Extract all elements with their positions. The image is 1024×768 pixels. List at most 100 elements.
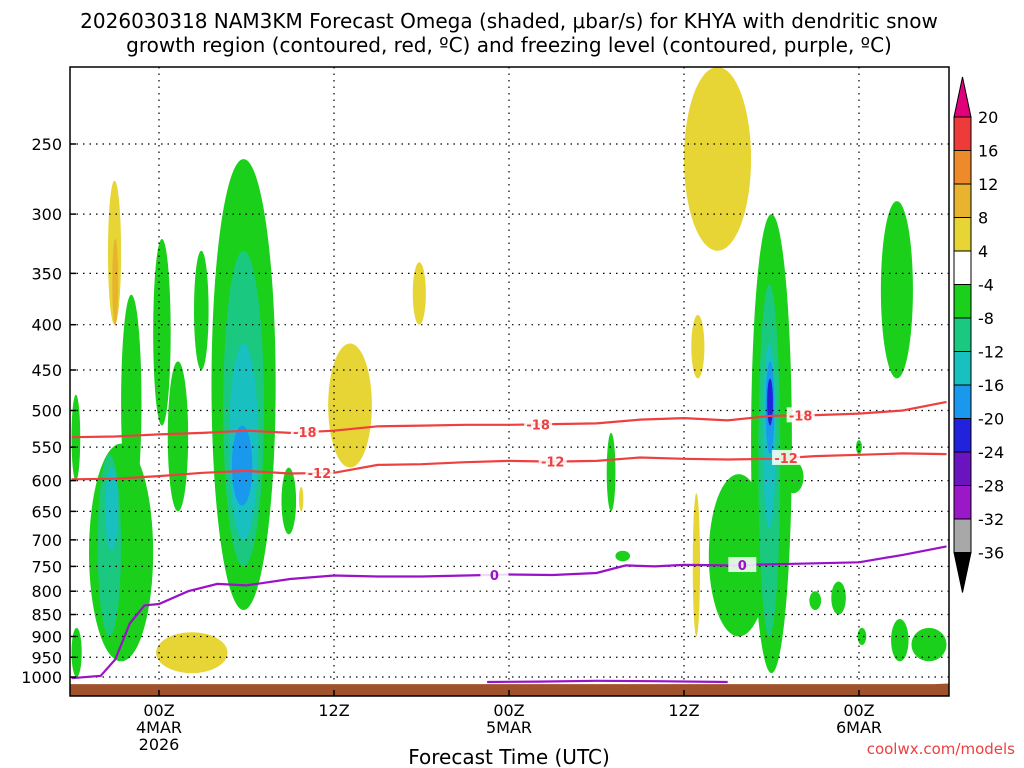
omega-colorbar: 20 16 12 8 4 -4 -8 -12 -16 -20 -24 -28 -32 -36 — [953, 76, 1004, 593]
y-tick-label: 400 — [31, 316, 62, 335]
contour-label: 0 — [738, 559, 747, 574]
x-tick-label: 00Z — [143, 701, 174, 720]
contour-label: 0 — [490, 569, 499, 584]
chart-title-line2: growth region (contoured, red, ºC) and f… — [126, 33, 892, 57]
colorbar-segment — [953, 418, 972, 453]
omega-region — [783, 460, 804, 494]
colorbar-segment — [953, 116, 972, 151]
y-tick-label: 450 — [31, 361, 62, 380]
colorbar-label: -24 — [978, 443, 1004, 462]
x-tick-label: 12Z — [318, 701, 349, 720]
colorbar-label: 4 — [978, 242, 988, 261]
y-tick-label: 900 — [31, 627, 62, 646]
omega-region — [606, 432, 616, 512]
colorbar-label: -12 — [978, 343, 1004, 362]
contour-label: -18 — [526, 418, 550, 433]
colorbar-segment — [953, 317, 972, 352]
y-tick-label: 750 — [31, 557, 62, 576]
colorbar-label: -4 — [978, 276, 994, 295]
omega-region — [328, 343, 372, 468]
colorbar-top-triangle — [953, 76, 972, 118]
x-tick-label: 6MAR — [836, 718, 882, 737]
colorbar-label: -20 — [978, 410, 1004, 429]
omega-region — [231, 425, 253, 506]
dgz-contour-line — [71, 452, 947, 481]
x-tick-label: 5MAR — [486, 718, 532, 737]
omega-region — [891, 619, 909, 662]
chart-title-line1: 2026030318 NAM3KM Forecast Omega (shaded… — [80, 9, 938, 33]
colorbar-segment — [953, 250, 972, 285]
omega-region — [298, 486, 304, 512]
contour-label-bg — [290, 424, 319, 440]
y-tick-label: 500 — [31, 402, 62, 421]
colorbar-label: -8 — [978, 309, 994, 328]
x-tick-label: 4MAR — [136, 718, 182, 737]
colorbar-segment — [953, 351, 972, 386]
contour-label: -12 — [774, 452, 798, 467]
omega-region — [193, 250, 209, 370]
colorbar-label: -36 — [978, 544, 1004, 563]
colorbar-segment — [953, 183, 972, 218]
contour-label: -12 — [541, 456, 565, 471]
terrain-fill — [70, 683, 949, 696]
terrain-band — [70, 683, 949, 696]
omega-region — [615, 550, 631, 562]
omega-region — [281, 467, 297, 535]
colorbar-segment — [953, 384, 972, 419]
colorbar-label: 8 — [978, 209, 988, 228]
omega-region — [809, 591, 822, 610]
omega-region — [856, 440, 862, 455]
omega-region — [153, 238, 171, 426]
contour-label-bg — [305, 465, 334, 481]
x-tick-label: 00Z — [843, 701, 874, 720]
omega-region — [767, 378, 773, 426]
y-tick-label: 800 — [31, 582, 62, 601]
pressure-grid — [70, 67, 949, 696]
contour-lines: -18 -18 -18 -12 -12 -12 0 0 — [71, 400, 947, 684]
freezing-level-surface-line — [487, 679, 728, 684]
colorbar-label: -32 — [978, 510, 1004, 529]
y-tick-label: 350 — [31, 264, 62, 283]
omega-region — [112, 238, 119, 325]
x-axis-title: Forecast Time (UTC) — [408, 745, 610, 768]
y-tick-label: 950 — [31, 648, 62, 667]
colorbar-segment — [953, 150, 972, 185]
omega-region — [412, 262, 426, 325]
credit-text: coolwx.com/models — [867, 740, 1015, 758]
y-tick-label: 300 — [31, 205, 62, 224]
omega-region — [880, 201, 913, 379]
colorbar-label: -28 — [978, 477, 1004, 496]
omega-region — [691, 314, 705, 379]
y-tick-label: 650 — [31, 502, 62, 521]
colorbar-segment — [953, 518, 972, 553]
x-tick-label: 00Z — [493, 701, 524, 720]
omega-shading — [71, 67, 947, 677]
x-tick-label: 2026 — [139, 735, 180, 754]
omega-region — [683, 67, 752, 251]
omega-region — [167, 361, 189, 512]
contour-label-bg — [538, 453, 567, 469]
omega-region — [911, 627, 947, 662]
omega-region — [831, 581, 846, 615]
contour-label-bg — [786, 407, 815, 423]
omega-region — [156, 632, 228, 674]
contour-label-bg — [728, 557, 757, 573]
contour-label: -12 — [308, 467, 332, 482]
colorbar-label: 16 — [978, 142, 998, 161]
y-tick-label: 250 — [31, 135, 62, 154]
colorbar-segment — [953, 485, 972, 520]
colorbar-label: 20 — [978, 108, 998, 127]
y-tick-label: 1000 — [21, 668, 62, 687]
colorbar-segment — [953, 451, 972, 486]
colorbar-label: -16 — [978, 376, 1004, 395]
omega-region — [71, 627, 82, 677]
contour-label: -18 — [789, 409, 813, 424]
y-tick-label: 700 — [31, 531, 62, 550]
omega-region — [857, 627, 867, 645]
omega-region — [121, 294, 142, 512]
omega-region — [105, 467, 119, 551]
contour-label-bg — [480, 566, 509, 582]
y-tick-label: 600 — [31, 472, 62, 491]
